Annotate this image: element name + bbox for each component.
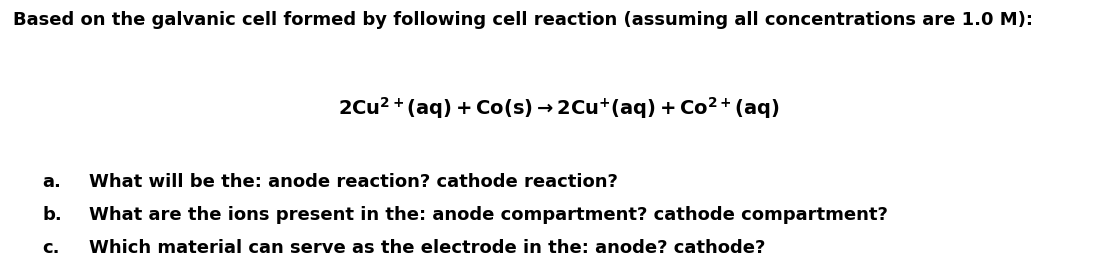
Text: c.: c.: [42, 239, 60, 254]
Text: What are the ions present in the: anode compartment? cathode compartment?: What are the ions present in the: anode …: [89, 206, 889, 224]
Text: Based on the galvanic cell formed by following cell reaction (assuming all conce: Based on the galvanic cell formed by fol…: [13, 11, 1033, 29]
Text: Which material can serve as the electrode in the: anode? cathode?: Which material can serve as the electrod…: [89, 239, 766, 254]
Text: What will be the: anode reaction? cathode reaction?: What will be the: anode reaction? cathod…: [89, 173, 618, 190]
Text: a.: a.: [42, 173, 61, 190]
Text: b.: b.: [42, 206, 63, 224]
Text: $\mathbf{2Cu^{2+}(aq) + Co(s) \rightarrow 2Cu^{+}(aq) + Co^{2+}(aq)}$: $\mathbf{2Cu^{2+}(aq) + Co(s) \rightarro…: [339, 95, 779, 121]
